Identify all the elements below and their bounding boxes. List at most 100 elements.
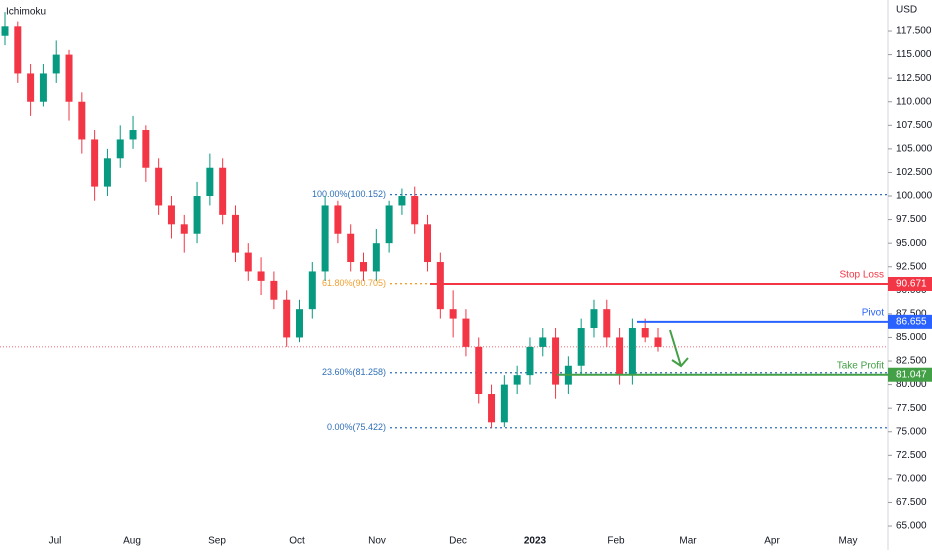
candle-body	[372, 243, 380, 272]
x-tick-label: Jul	[49, 536, 62, 547]
candle-body	[231, 214, 239, 253]
indicator-label: Ichimoku	[6, 7, 46, 18]
fib-label: 0.00%(75.422)	[327, 422, 386, 432]
candle-body	[526, 346, 534, 376]
y-tick-label: 75.000	[896, 426, 927, 437]
candle-body	[78, 101, 86, 140]
candle-body	[52, 54, 60, 74]
candle-body	[167, 205, 175, 225]
candle-body	[27, 73, 35, 102]
candle-body	[308, 271, 316, 310]
price-box-label: 90.671	[896, 279, 927, 290]
x-tick-label: Aug	[123, 536, 141, 547]
y-tick-label: 115.000	[896, 49, 932, 60]
candle-body	[257, 271, 265, 281]
level-name: Stop Loss	[840, 270, 884, 281]
y-tick-label: 97.500	[896, 214, 927, 225]
candle-body	[628, 328, 636, 376]
y-tick-label: 112.500	[896, 73, 932, 84]
candle-body	[193, 196, 201, 234]
candle-body	[14, 26, 22, 74]
x-tick-label: Apr	[764, 536, 780, 547]
y-tick-label: 80.000	[896, 379, 927, 390]
candle-body	[449, 309, 457, 319]
x-tick-label: Dec	[449, 536, 467, 547]
level-name: Take Profit	[837, 360, 884, 371]
candle-body	[206, 167, 214, 197]
y-tick-label: 72.500	[896, 450, 927, 461]
y-tick-label: 70.000	[896, 474, 927, 485]
price-box-label: 86.655	[896, 316, 927, 327]
y-tick-label: 100.000	[896, 191, 932, 202]
candle-body	[641, 328, 649, 338]
y-tick-label: 102.500	[896, 167, 932, 178]
candle-body	[321, 205, 329, 272]
y-tick-label: 105.000	[896, 144, 932, 155]
candle-body	[577, 328, 585, 366]
candle-body	[142, 130, 150, 168]
candle-body	[411, 196, 419, 225]
candle-body	[654, 337, 662, 347]
candle-body	[91, 139, 99, 187]
candle-body	[39, 73, 47, 102]
candle-body	[155, 167, 163, 206]
candle-body	[334, 205, 342, 234]
candle-body	[347, 233, 355, 263]
candle-body	[270, 280, 278, 300]
y-tick-label: 87.500	[896, 309, 927, 320]
x-tick-label: May	[839, 536, 858, 547]
price-box	[888, 367, 932, 382]
candle-body	[552, 337, 560, 385]
y-tick-label: 117.500	[896, 26, 932, 37]
candle-body	[500, 384, 508, 423]
candle-body	[488, 394, 496, 423]
currency-label: USD	[896, 5, 917, 16]
candle-body	[462, 318, 470, 347]
candle-body	[295, 309, 303, 338]
fib-label: 100.00%(100.152)	[312, 189, 386, 199]
fib-label: 61.80%(90.705)	[322, 278, 386, 288]
candle-body	[116, 139, 124, 159]
y-tick-label: 110.000	[896, 96, 932, 107]
candle-body	[103, 158, 111, 187]
candle-body	[283, 299, 291, 338]
y-tick-label: 82.500	[896, 356, 927, 367]
x-tick-label: Nov	[368, 536, 386, 547]
x-tick-label: Sep	[208, 536, 226, 547]
x-tick-label: Oct	[289, 536, 305, 547]
candle-body	[1, 26, 9, 36]
arrow	[669, 329, 689, 368]
level-name: Pivot	[862, 307, 884, 318]
candle-body	[244, 252, 252, 272]
candle-body	[616, 337, 624, 376]
y-tick-label: 67.500	[896, 497, 927, 508]
y-tick-label: 107.500	[896, 120, 932, 131]
candle-body	[539, 337, 547, 347]
candle-body	[385, 205, 393, 244]
candle-body	[360, 262, 368, 272]
candle-body	[219, 167, 227, 215]
y-tick-label: 77.500	[896, 403, 927, 414]
candle-body	[475, 346, 483, 395]
y-tick-label: 85.000	[896, 332, 927, 343]
x-tick-label: Mar	[679, 536, 697, 547]
candle-body	[180, 224, 188, 234]
y-tick-label: 65.000	[896, 521, 927, 532]
x-tick-label: Feb	[607, 536, 625, 547]
candle-body	[603, 309, 611, 338]
candle-body	[590, 309, 598, 329]
candle-body	[65, 54, 73, 102]
x-tick-label: 2023	[524, 536, 547, 547]
candle-body	[513, 375, 521, 385]
price-box-label: 81.047	[896, 369, 927, 380]
y-tick-label: 92.500	[896, 261, 927, 272]
price-box	[888, 276, 932, 291]
fib-label: 23.60%(81.258)	[322, 367, 386, 377]
candle-body	[436, 262, 444, 310]
candle-body	[398, 196, 406, 206]
candle-body	[424, 224, 432, 263]
candle-body	[129, 130, 137, 140]
price-box	[888, 314, 932, 329]
y-tick-label: 95.000	[896, 238, 927, 249]
